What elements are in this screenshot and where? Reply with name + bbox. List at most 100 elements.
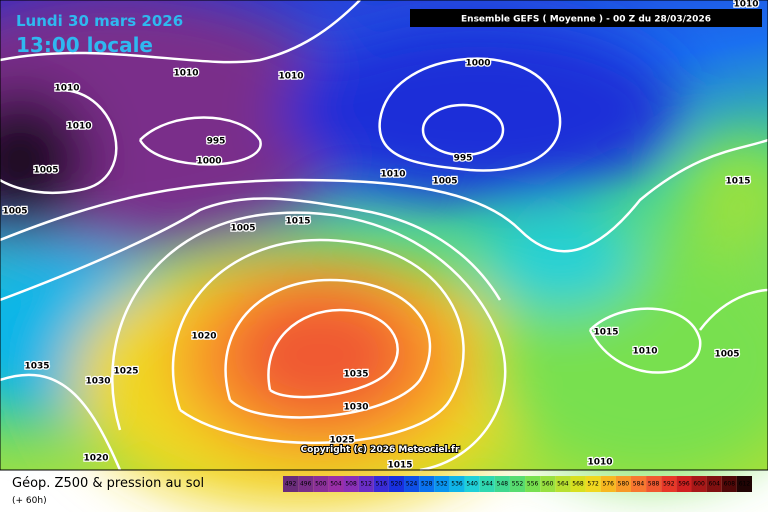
- legend-label: 536: [451, 481, 463, 488]
- isobar-label: 1010: [66, 122, 91, 132]
- legend-swatch: [661, 476, 677, 492]
- legend-swatch: [691, 476, 707, 492]
- copyright: Copyright (c) 2026 Meteociel.fr: [301, 445, 460, 455]
- legend-swatch: [555, 476, 571, 492]
- legend-swatch: [358, 476, 374, 492]
- legend-label: 504: [330, 481, 342, 488]
- legend-swatch: [721, 476, 737, 492]
- legend-swatch: [373, 476, 389, 492]
- legend-swatch: [343, 476, 359, 492]
- legend-swatch: [509, 476, 526, 492]
- legend-swatch: [525, 476, 541, 492]
- legend-swatch: [600, 476, 616, 492]
- isobar-label: 1005: [230, 224, 255, 234]
- legend-label: 584: [633, 481, 645, 488]
- legend-swatch: [449, 476, 465, 492]
- legend-label: 524: [406, 481, 418, 488]
- isobar-label: 1035: [24, 362, 49, 372]
- legend-swatch: [615, 476, 631, 492]
- legend-label: 516: [376, 481, 388, 488]
- model-info: Ensemble GEFS ( Moyenne ) - 00 Z du 28/0…: [461, 15, 711, 25]
- legend-label: 496: [300, 481, 312, 488]
- isobar-label: 995: [454, 154, 473, 164]
- isobar-label: 1030: [343, 403, 368, 413]
- legend-label: 560: [542, 481, 554, 488]
- isobar-label: 1015: [593, 328, 618, 338]
- isobar-label: 1020: [191, 332, 216, 342]
- isobar-label: 1010: [173, 69, 198, 79]
- model-banner: [410, 9, 762, 27]
- legend-swatch: [585, 476, 601, 492]
- legend-swatch: [419, 476, 435, 492]
- isobar-label: 1025: [113, 367, 138, 377]
- legend-swatch: [283, 476, 299, 492]
- legend-swatch: [313, 476, 329, 492]
- legend-label: 604: [708, 481, 720, 488]
- isobar-label: 1000: [465, 59, 490, 69]
- isobar-label: 1000: [196, 157, 221, 167]
- legend-label: 592: [663, 481, 675, 488]
- legend-swatch: [630, 476, 647, 492]
- isobar-label: 995: [207, 137, 226, 147]
- legend-label: 612: [739, 481, 751, 488]
- legend-label: 572: [587, 481, 599, 488]
- isobar-label: 1010: [587, 458, 612, 468]
- legend-label: 564: [557, 481, 569, 488]
- isobar-label: 1020: [83, 454, 108, 464]
- legend-label: 596: [678, 481, 690, 488]
- isobar-label: 1015: [725, 177, 750, 187]
- legend-label: 600: [693, 481, 705, 488]
- isobar-label: 1005: [33, 166, 58, 176]
- legend-label: 508: [345, 481, 357, 488]
- date: Lundi 30 mars 2026: [16, 12, 183, 30]
- isobar-label: 1010: [380, 170, 405, 180]
- legend-swatch: [736, 476, 752, 492]
- legend-swatch: [404, 476, 420, 492]
- legend-swatch: [570, 476, 586, 492]
- legend-swatch: [479, 476, 495, 492]
- legend-label: 608: [724, 481, 736, 488]
- footer-title: Géop. Z500 & pression au sol: [12, 476, 204, 491]
- color-legend: 492 496 500 504 508 512 516 520 524 528 532 536 540 5…: [283, 476, 752, 492]
- legend-label: 568: [572, 481, 584, 488]
- legend-swatch: [540, 476, 556, 492]
- legend-label: 580: [618, 481, 630, 488]
- legend-label: 552: [512, 481, 524, 488]
- isobar-label: 1025: [329, 436, 354, 446]
- legend-swatch: [298, 476, 314, 492]
- legend-label: 528: [421, 481, 433, 488]
- legend-label: 544: [482, 481, 494, 488]
- legend-label: 532: [436, 481, 448, 488]
- legend-label: 548: [497, 481, 509, 488]
- legend-label: 576: [603, 481, 615, 488]
- legend-label: 556: [527, 481, 539, 488]
- legend-swatch: [434, 476, 450, 492]
- legend-swatch: [328, 476, 344, 492]
- isobar-label: 1005: [714, 350, 739, 360]
- isobar-label: 1035: [343, 370, 368, 380]
- legend-swatch: [494, 476, 510, 492]
- legend-label: 540: [466, 481, 478, 488]
- lead-time: (+ 60h): [12, 496, 47, 506]
- isobar-label: 1010: [733, 0, 758, 10]
- time: 13:00 locale: [16, 33, 153, 57]
- isobar-labels: 1010 1010 1005 1005 1010 1010 995 1000 1000 995 10…: [1, 0, 760, 472]
- legend-label: 492: [285, 481, 297, 488]
- legend-label: 588: [648, 481, 660, 488]
- legend-label: 512: [360, 481, 372, 488]
- isobar-label: 1015: [387, 461, 412, 471]
- isobar-label: 1005: [432, 177, 457, 187]
- isobar-label: 1010: [632, 347, 657, 357]
- legend-swatch: [388, 476, 405, 492]
- legend-swatch: [646, 476, 662, 492]
- isobar-label: 1030: [85, 377, 110, 387]
- legend-swatch: [464, 476, 480, 492]
- legend-label: 500: [315, 481, 327, 488]
- isobar-label: 1005: [2, 207, 27, 217]
- isobar-label: 1010: [278, 72, 303, 82]
- legend-swatch: [706, 476, 722, 492]
- isobar-label: 1015: [285, 217, 310, 227]
- isobar-label: 1010: [54, 84, 79, 94]
